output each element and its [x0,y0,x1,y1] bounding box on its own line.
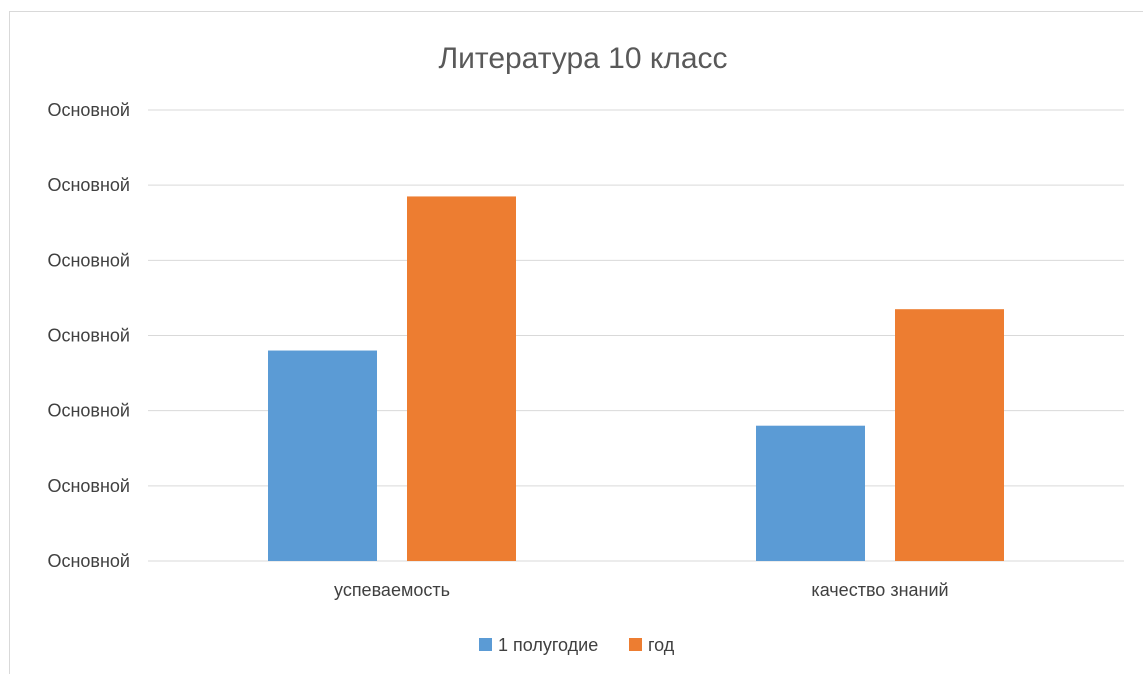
legend-swatch [629,638,642,651]
y-tick-label: Основной [47,476,130,496]
y-tick-label: Основной [47,401,130,421]
bar-first-series [268,350,377,561]
x-category-label: успеваемость [334,580,450,600]
legend: 1 полугодие год [479,635,675,655]
y-tick-label: Основной [47,175,130,195]
legend-swatch [479,638,492,651]
y-axis-tick-labels: Основной Основной Основной Основной Основной… [47,100,130,571]
y-tick-label: Основной [47,250,130,270]
y-tick-label: Основной [47,326,130,346]
y-tick-label: Основной [47,551,130,571]
x-category-label: качество знаний [811,580,948,600]
bars [268,196,1004,562]
y-tick-label: Основной [47,100,130,120]
x-axis-category-labels: успеваемость качество знаний [334,580,949,600]
legend-label: 1 полугодие [498,635,598,655]
bar-second-series [895,309,1004,561]
chart-title: Литература 10 класс [438,42,727,75]
bar-first-series [756,425,865,561]
legend-label: год [648,635,675,655]
bar-second-series [407,196,516,562]
